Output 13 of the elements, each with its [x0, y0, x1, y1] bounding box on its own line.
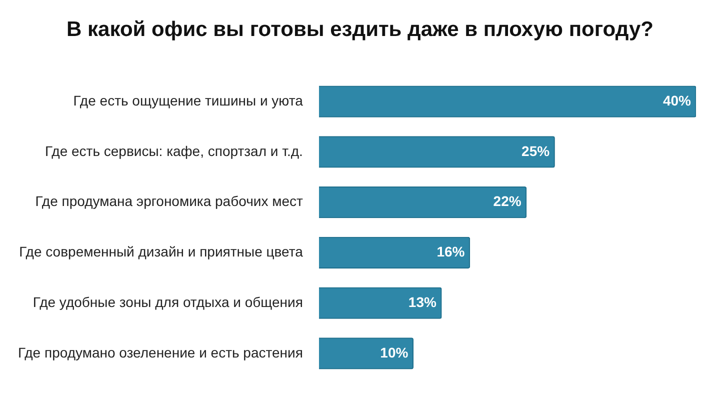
data-label: 22%	[493, 193, 522, 210]
data-label: 10%	[380, 344, 409, 360]
data-label: 16%	[436, 244, 466, 260]
chart-title: В какой офис вы готовы ездить даже в плохую погоду?	[66, 17, 654, 43]
y-tick-label: Где продумана эргономика рабочих мест	[35, 193, 304, 210]
y-tick-label: Где удобные зоны для отдыха и общения	[32, 294, 303, 310]
y-tick-label: Где продумано озеленение и есть растения	[18, 344, 303, 360]
y-tick-label: Где есть ощущение тишины и уюта	[73, 92, 304, 108]
data-label: 13%	[408, 294, 438, 310]
y-tick-label: Где есть сервисы: кафе, спортзал и т.д.	[45, 142, 303, 159]
y-tick-label: Где современный дизайн и приятные цвета	[19, 244, 304, 260]
data-label: 40%	[662, 92, 692, 108]
data-label: 25%	[522, 142, 550, 159]
